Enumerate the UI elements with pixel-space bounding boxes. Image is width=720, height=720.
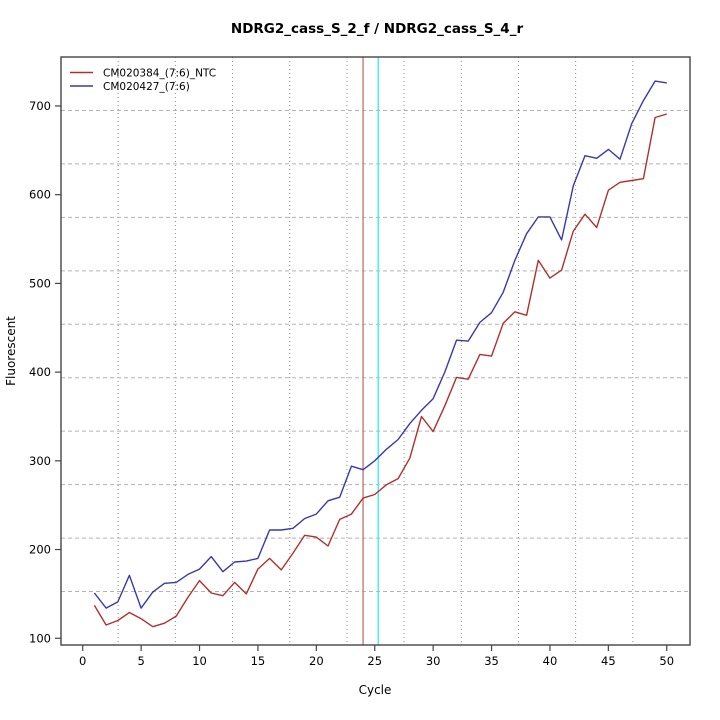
series-line-CM020427_(7:6) <box>93 80 667 609</box>
y-tick-label: 300 <box>29 454 51 468</box>
x-tick-label: 10 <box>192 654 207 668</box>
x-tick-label: 20 <box>309 654 324 668</box>
y-tick-label: 700 <box>29 99 51 113</box>
series-line-CM020384_(7:6)_NTC <box>93 113 668 628</box>
x-tick-label: 40 <box>543 654 558 668</box>
x-tick-label: 45 <box>601 654 616 668</box>
x-tick-label: 50 <box>659 654 674 668</box>
x-tick-label: 0 <box>79 654 86 668</box>
y-tick-label: 400 <box>29 365 51 379</box>
y-tick-label: 200 <box>29 543 51 557</box>
x-tick-label: 15 <box>251 654 266 668</box>
x-axis-label: Cycle <box>359 683 392 697</box>
y-tick-label: 100 <box>29 631 51 645</box>
x-tick-label: 35 <box>484 654 499 668</box>
x-tick-label: 30 <box>426 654 441 668</box>
y-tick-label: 600 <box>29 188 51 202</box>
y-axis-label: Fluorescent <box>4 316 18 386</box>
x-tick-label: 25 <box>367 654 382 668</box>
x-tick-label: 5 <box>137 654 144 668</box>
legend-entry-label: CM020384_(7:6)_NTC <box>103 68 216 80</box>
plot-border <box>60 56 691 646</box>
y-tick-label: 500 <box>29 276 51 290</box>
plot-area: 0 5 10 15 20 25 30 35 40 45 50 100 200 300 400 500 600 70… <box>29 56 691 668</box>
legend-entry-label: CM020427_(7:6) <box>103 81 190 93</box>
chart-title: NDRG2_cass_S_2_f / NDRG2_cass_S_4_r <box>231 21 524 37</box>
